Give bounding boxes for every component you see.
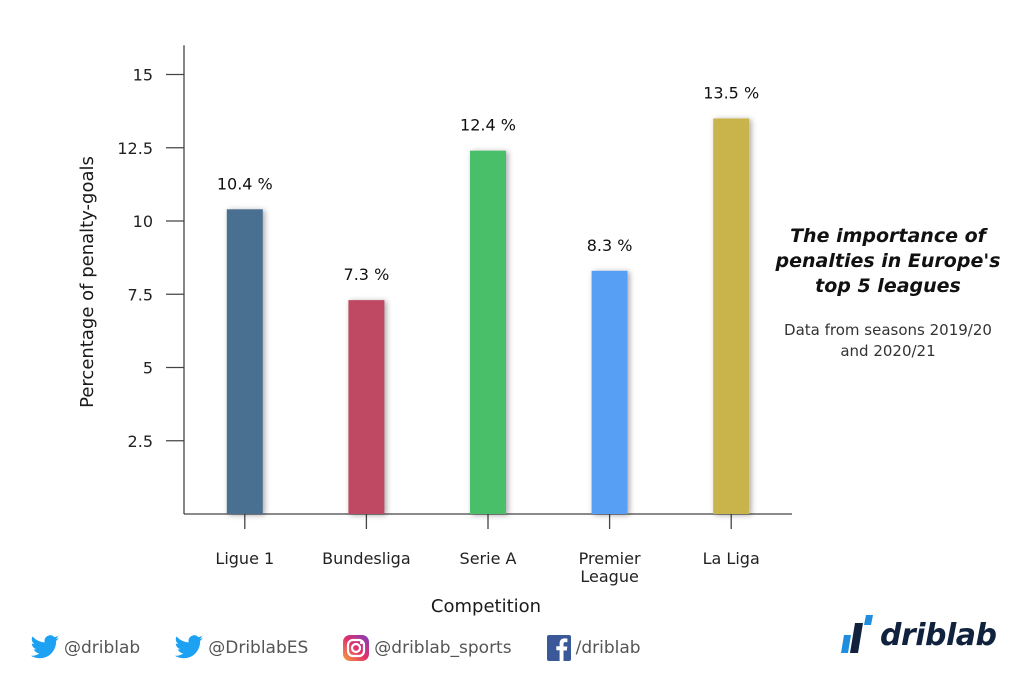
facebook-handle: /driblab <box>575 638 641 658</box>
y-tick-label: 7.5 <box>128 285 153 304</box>
driblab-logo-mark-icon <box>841 615 873 653</box>
chart-subtitle: Data from seasons 2019/20 and 2020/21 <box>784 321 992 360</box>
twitter-link-driblab[interactable]: @driblab <box>30 635 140 661</box>
twitter-icon <box>30 635 59 659</box>
x-tick-label: Serie A <box>460 549 517 568</box>
x-tick-label: La Liga <box>703 549 760 568</box>
data-label: 7.3 % <box>344 265 390 284</box>
facebook-link[interactable]: /driblab <box>546 634 641 662</box>
instagram-handle: @driblab_sports <box>374 638 512 658</box>
twitter-link-driblabes[interactable]: @DriblabES <box>174 635 308 661</box>
y-tick-label: 2.5 <box>128 432 153 451</box>
y-tick-label: 10 <box>133 212 153 231</box>
x-tick-label: Bundesliga <box>322 549 410 568</box>
driblab-logo: driblab <box>840 610 997 660</box>
x-axis-label: Competition <box>431 596 541 617</box>
bar <box>470 150 506 514</box>
bar <box>713 118 750 514</box>
instagram-icon <box>343 635 370 661</box>
data-label: 12.4 % <box>460 116 516 135</box>
chart-title: The importance of penalties in Europe's … <box>775 225 1001 297</box>
twitter-icon <box>174 635 204 659</box>
y-tick-label: 5 <box>143 359 153 378</box>
brand-name: driblab <box>880 617 997 653</box>
data-label: 10.4 % <box>217 174 273 193</box>
y-tick-label: 15 <box>133 66 153 85</box>
twitter-handle-2: @DriblabES <box>208 638 309 658</box>
instagram-link[interactable]: @driblab_sports <box>342 634 512 662</box>
x-tick-label: Premier League <box>579 549 641 586</box>
y-axis-label: Percentage of penalty-goals <box>77 156 98 408</box>
social-footer: @driblab @DriblabES @driblab_sports <box>30 631 675 665</box>
bar <box>591 270 628 514</box>
x-tick-label: Ligue 1 <box>215 549 274 568</box>
twitter-handle-1: @driblab <box>64 638 141 658</box>
facebook-icon <box>546 635 571 661</box>
y-tick-label: 12.5 <box>117 139 153 158</box>
data-label: 8.3 % <box>587 236 633 255</box>
bar <box>348 300 385 514</box>
bar <box>226 209 263 514</box>
data-label: 13.5 % <box>703 83 759 102</box>
